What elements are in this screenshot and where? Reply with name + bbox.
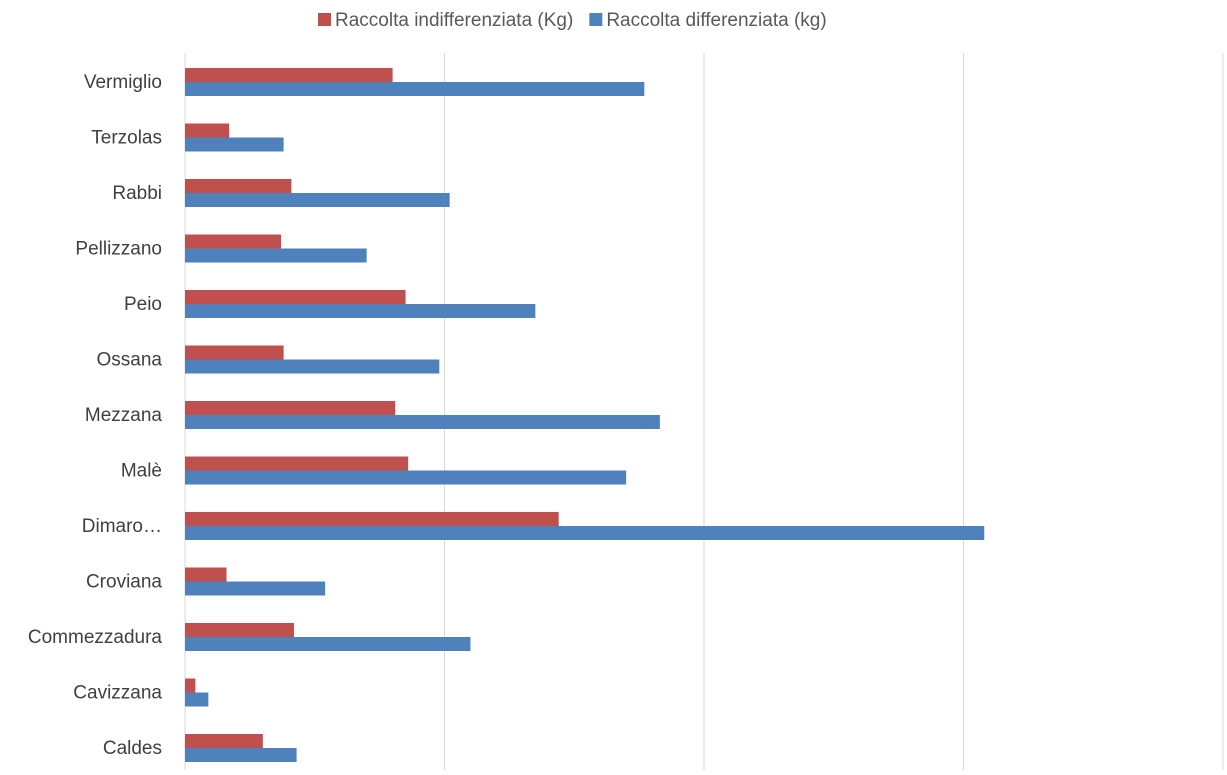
bar-pellizzano-differenziata [185, 248, 367, 263]
category-label-mezzana: Mezzana [85, 405, 163, 426]
bar-ossana-indifferenziata [185, 345, 284, 360]
bar-rabbi-differenziata [185, 193, 450, 207]
bar-caldes-differenziata [185, 748, 297, 762]
category-label-vermiglio: Vermiglio [84, 72, 162, 93]
bar-cavizzana-differenziata [185, 692, 209, 707]
bar-terzolas-differenziata [185, 137, 284, 152]
category-label-mal: Malè [121, 461, 162, 482]
bar-mezzana-indifferenziata [185, 401, 396, 415]
category-label-cavizzana: Cavizzana [73, 683, 162, 704]
legend: Raccolta indifferenziata (Kg) Raccolta di… [318, 10, 827, 31]
bars [185, 68, 985, 762]
legend-swatch-0 [318, 13, 331, 26]
bar-croviana-indifferenziata [185, 567, 227, 582]
bar-caldes-indifferenziata [185, 734, 263, 748]
bar-commezzadura-indifferenziata [185, 623, 294, 637]
bar-dimaro-differenziata [185, 526, 985, 540]
legend-label-1: Raccolta differenziata (kg) [606, 10, 826, 31]
category-label-caldes: Caldes [103, 738, 162, 759]
bar-mal-differenziata [185, 470, 627, 485]
bar-mezzana-differenziata [185, 415, 660, 429]
category-label-rabbi: Rabbi [112, 183, 162, 204]
bar-rabbi-indifferenziata [185, 179, 292, 193]
bar-mal-indifferenziata [185, 456, 409, 471]
category-label-ossana: Ossana [97, 350, 163, 371]
bar-commezzadura-differenziata [185, 637, 471, 651]
category-label-peio: Peio [124, 294, 162, 315]
legend-swatch-1 [589, 13, 603, 26]
bar-cavizzana-indifferenziata [185, 678, 196, 693]
bar-peio-indifferenziata [185, 290, 406, 304]
category-label-croviana: Croviana [86, 572, 162, 593]
category-label-terzolas: Terzolas [91, 128, 162, 149]
legend-label-0: Raccolta indifferenziata (Kg) [335, 10, 573, 31]
category-labels: Vermiglio Terzolas Rabbi Pellizzano Peio Ossa… [28, 72, 163, 759]
bar-peio-differenziata [185, 304, 536, 318]
bar-vermiglio-differenziata [185, 82, 645, 96]
bar-terzolas-indifferenziata [185, 123, 230, 138]
bar-ossana-differenziata [185, 359, 440, 374]
category-label-dimaro: Dimaro… [82, 516, 162, 537]
category-label-pellizzano: Pellizzano [75, 239, 162, 260]
bar-croviana-differenziata [185, 581, 326, 596]
bar-dimaro-indifferenziata [185, 512, 559, 526]
bar-pellizzano-indifferenziata [185, 234, 282, 249]
category-label-commezzadura: Commezzadura [28, 627, 163, 648]
bar-vermiglio-indifferenziata [185, 68, 393, 82]
